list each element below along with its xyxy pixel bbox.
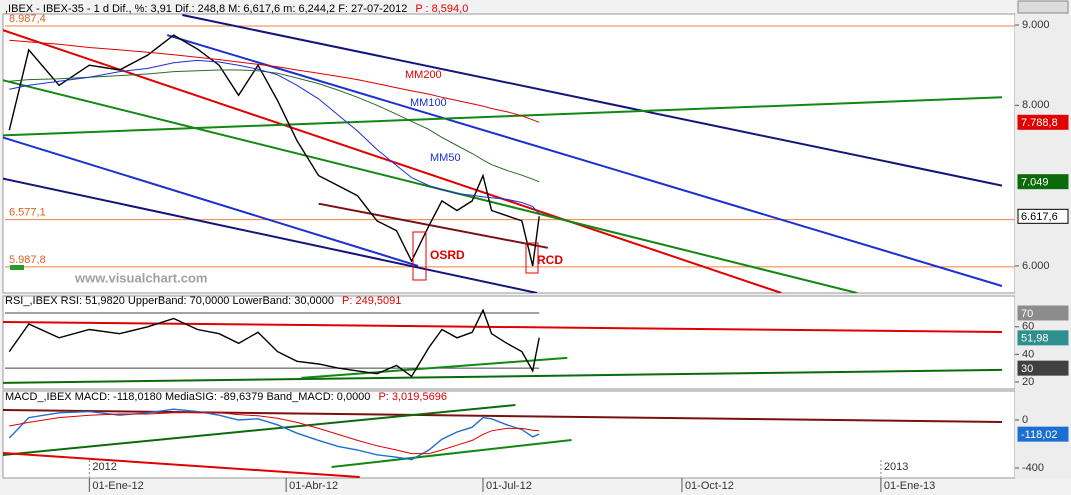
trend-line: [301, 356, 568, 379]
panel-title-extra: P: 3,019,5696: [378, 391, 447, 403]
series-label: MM100: [410, 97, 447, 109]
value-marker: [1017, 330, 1069, 346]
value-marker-label: 30: [1021, 363, 1033, 375]
trend-line: [3, 452, 360, 478]
series-line: [9, 411, 540, 455]
trend-line: [331, 439, 572, 468]
y-tick-label: 9.000: [1022, 19, 1050, 31]
panel-title: MACD_,IBEX MACD: -118,0180 MediaSIG: -89…: [5, 391, 370, 403]
rsi-panel: [2, 295, 1016, 390]
trend-line: [3, 404, 516, 456]
trend-line: [3, 79, 858, 293]
panel-title-extra: P : 8,594,0: [415, 3, 468, 15]
reference-label: 8.987,4: [9, 13, 46, 25]
x-tick-label: 01-Jul-12: [486, 480, 532, 492]
series-line: [9, 39, 540, 123]
macd-panel: [2, 390, 1016, 479]
annotation-box: [525, 242, 539, 274]
trend-line: [182, 14, 1003, 187]
trend-line: [166, 34, 1003, 287]
y-tick-label: -400: [1022, 462, 1044, 474]
panel-title: ,IBEX - IBEX-35 - 1 d Dif., %: 3,91 Dif.…: [5, 3, 407, 15]
value-marker-label: 6.617,6: [1021, 211, 1058, 223]
value-marker-label: 7.049: [1021, 177, 1049, 189]
price-line: [8, 308, 540, 378]
annotation: RCD: [537, 253, 563, 267]
trend-line: [3, 136, 419, 267]
value-marker: [1017, 114, 1069, 130]
y-tick-label: 8.000: [1022, 99, 1050, 111]
value-marker-label: 70: [1021, 308, 1033, 320]
value-marker: [1017, 174, 1069, 190]
logo-mark: [10, 265, 24, 270]
value-marker: [1017, 305, 1069, 321]
x-tick-label: 01-Oct-12: [685, 480, 734, 492]
series-line: [9, 69, 540, 183]
trend-line: [3, 321, 1003, 333]
y-tick-label: 40: [1022, 348, 1034, 360]
trend-line: [3, 96, 1003, 137]
price-panel: [2, 13, 1016, 294]
year-tick-label: 2013: [884, 461, 908, 473]
series-label: MM50: [430, 152, 461, 164]
x-tick-label: 01-Ene-12: [92, 480, 143, 492]
trend-line: [3, 177, 538, 293]
value-marker-label: 7.788,8: [1021, 117, 1058, 129]
panel-title-extra: P: 249,5091: [342, 295, 401, 307]
value-marker: [1017, 426, 1069, 442]
annotation: OSRD: [430, 248, 465, 262]
value-marker: [1017, 360, 1069, 376]
trend-line: [3, 409, 1003, 423]
series-line: [9, 59, 540, 215]
reference-label: 6.577,1: [9, 206, 46, 218]
panel-title: RSI_,IBEX RSI: 51,9820 UpperBand: 70,000…: [5, 295, 334, 307]
y-tick-label: 0: [1022, 414, 1028, 426]
x-tick-label: 01-Abr-12: [289, 480, 338, 492]
value-marker: [1017, 208, 1069, 224]
price-line: [8, 34, 540, 267]
corner-button[interactable]: [1017, 0, 1069, 14]
trend-line: [318, 202, 548, 249]
value-marker-label: -118,02: [1021, 429, 1058, 441]
series-label: MM200: [405, 69, 442, 81]
y-tick-label: 6.000: [1022, 260, 1050, 272]
y-tick-label: 60: [1022, 321, 1034, 333]
axis-area: [1015, 14, 1071, 478]
year-tick-label: 2012: [92, 461, 116, 473]
y-tick-label: 20: [1022, 376, 1034, 388]
annotation-box: [412, 231, 427, 281]
value-marker-label: 51,98: [1021, 333, 1049, 345]
reference-label: 5.987,8: [9, 254, 46, 266]
annotation: www.visualchart.com: [74, 270, 207, 285]
trend-line: [3, 368, 1003, 384]
x-tick-label: 01-Ene-13: [884, 480, 935, 492]
